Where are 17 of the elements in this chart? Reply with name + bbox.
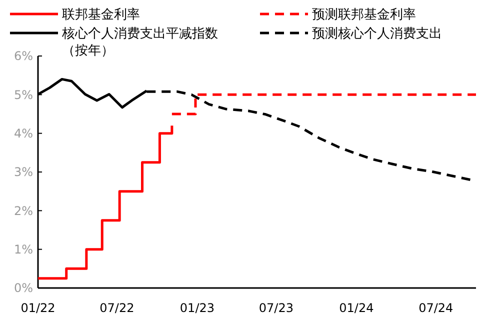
- legend-label: 预测核心个人消费支出: [312, 26, 442, 42]
- x-tick-label: 07/23: [258, 301, 294, 315]
- y-tick-label: 6%: [14, 49, 33, 64]
- x-tick-label: 01/23: [180, 301, 215, 315]
- legend-label: 联邦基金利率: [62, 6, 140, 23]
- y-tick-label: 4%: [14, 126, 33, 141]
- legend-label: 预测联邦基金利率: [312, 6, 416, 23]
- x-tick-label: 07/22: [100, 301, 134, 315]
- y-tick-label: 3%: [14, 165, 33, 180]
- y-tick-label: 0%: [14, 281, 33, 296]
- y-tick-label: 2%: [14, 204, 33, 218]
- x-tick-label: 01/22: [20, 301, 56, 315]
- x-tick-label: 07/24: [418, 301, 454, 315]
- y-tick-label: 5%: [14, 88, 33, 102]
- x-tick-label: 01/24: [339, 301, 374, 315]
- legend-label: 核心个人消费支出平减指数（按年）: [61, 26, 218, 58]
- y-tick-label: 1%: [14, 242, 33, 257]
